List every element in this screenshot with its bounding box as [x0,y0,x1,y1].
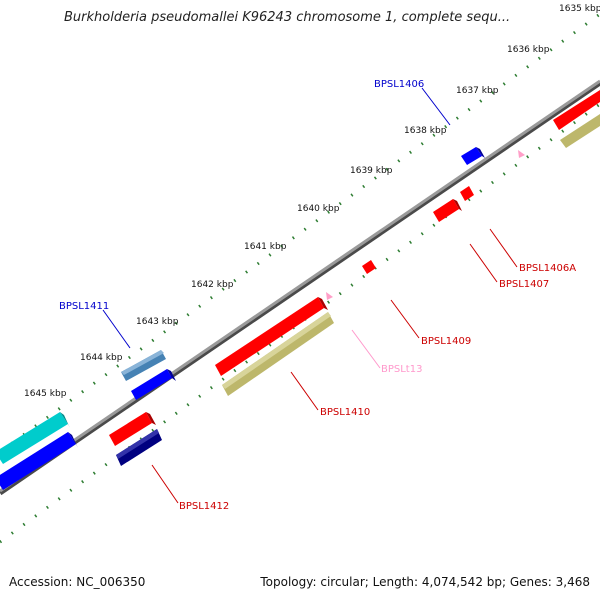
leader-line [290,371,319,411]
tick-label: 1639 kbp [350,166,393,176]
map-title: Burkholderia pseudomallei K96243 chromos… [64,10,511,25]
leader-line [489,228,518,268]
accession-text: Accession: NC_006350 [9,575,146,589]
gene-cyan[interactable] [0,412,70,464]
gene-red-small-2[interactable] [433,199,462,222]
gene-label[interactable]: BPSL1406 [374,79,424,90]
tick-label: 1638 kbp [404,126,447,136]
gene-khaki-large[interactable] [222,312,334,396]
gene-khaki-top-right[interactable] [560,114,600,148]
leader-line [421,87,451,126]
gene-blue-top-right[interactable] [461,147,485,165]
gene-label[interactable]: BPSL1406A [519,263,576,274]
tick-label: 1635 kbp [559,4,600,14]
gene-steelblue[interactable] [121,350,166,381]
gene-label[interactable]: BPSLt13 [381,364,422,375]
summary-text: Topology: circular; Length: 4,074,542 bp… [260,575,590,589]
gene-label[interactable]: BPSL1411 [59,301,109,312]
gene-red-top-right[interactable] [553,90,600,130]
gene-red-left[interactable] [109,412,156,446]
tick-label: 1637 kbp [456,86,499,96]
gene-label[interactable]: BPSL1412 [179,501,229,512]
gene-navy[interactable] [116,429,162,466]
tick-label: 1644 kbp [80,353,123,363]
leader-line [390,299,420,339]
gene-red-small-1[interactable] [362,260,376,274]
tick-label: 1645 kbp [24,389,67,399]
gene-red-small-3[interactable] [460,186,474,201]
gene-blue-small[interactable] [131,369,176,400]
tick-label: 1636 kbp [507,45,550,55]
gene-label[interactable]: BPSL1409 [421,336,471,347]
trna-marker[interactable] [518,150,525,158]
tick-label: 1642 kbp [191,280,234,290]
leader-line [469,243,498,283]
backbone-shadow [0,80,600,496]
outer-dotted-guide [0,12,600,454]
gene-blue-lower-left[interactable] [0,432,78,490]
leader-line [151,464,179,504]
tick-label: 1641 kbp [244,242,287,252]
leader-line [351,329,381,369]
backbone [0,79,600,493]
gene-label[interactable]: BPSL1410 [320,407,370,418]
tick-label: 1640 kbp [297,204,340,214]
trna-marker[interactable] [326,292,333,300]
gene-red-large[interactable] [215,297,328,376]
tick-label: 1643 kbp [136,317,179,327]
gene-label[interactable]: BPSL1407 [499,279,549,290]
leader-line [102,309,131,349]
